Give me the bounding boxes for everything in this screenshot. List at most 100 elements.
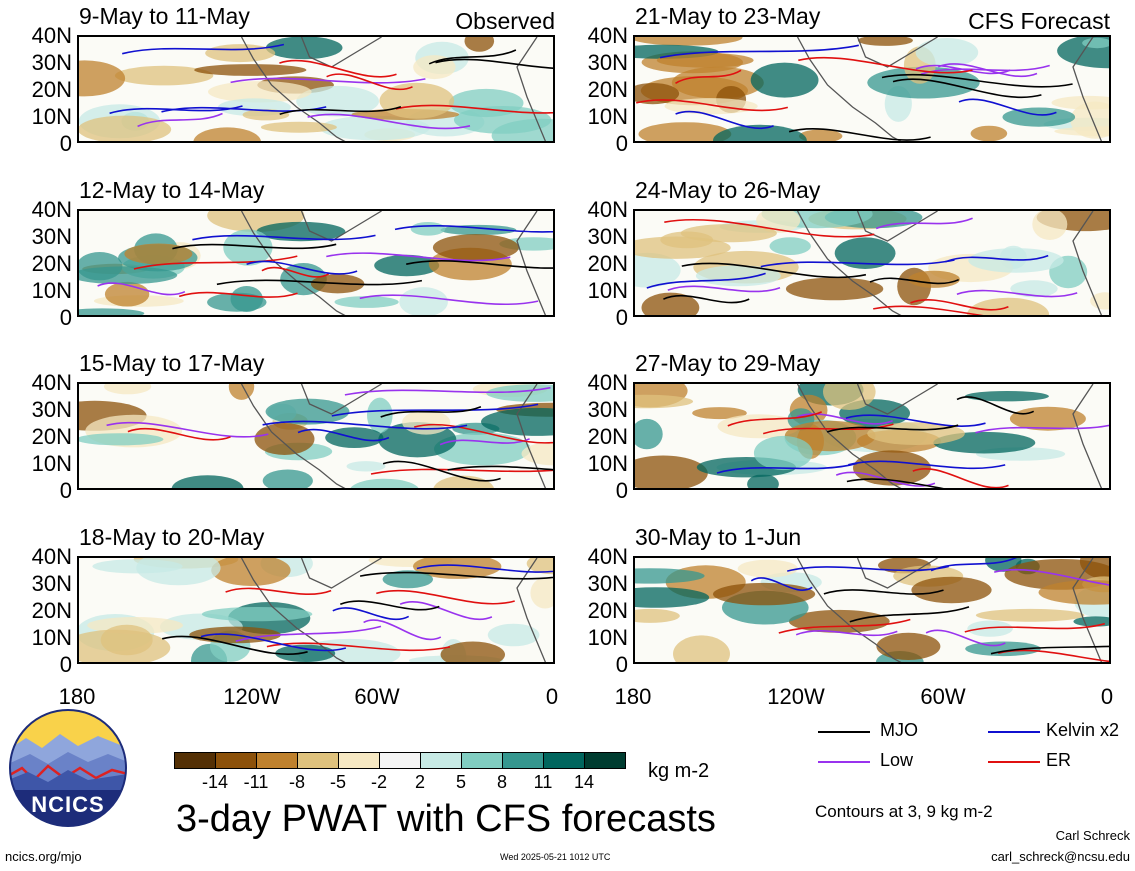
colorbar-swatch (543, 752, 585, 769)
lat-tick-label: 30N (31, 571, 72, 596)
lat-tick-label: 0 (615, 131, 628, 156)
legend-er-line (988, 761, 1040, 763)
lat-tick-label: 0 (59, 305, 72, 330)
lat-tick-label: 10N (587, 451, 628, 476)
panel-title: 24-May to 26-May (635, 177, 821, 203)
lon-tick-left-60w: 60W (354, 684, 400, 709)
lat-tick-label: 30N (587, 224, 628, 249)
colorbar-tick-label: -11 (243, 772, 269, 792)
lat-tick-label: 40N (587, 544, 628, 569)
pwat-map-panel (77, 35, 555, 143)
lat-tick-label: 30N (31, 397, 72, 422)
colorbar-swatch (215, 752, 257, 769)
lat-tick-label: 30N (587, 50, 628, 75)
forecast-label: CFS Forecast (968, 8, 1110, 34)
colorbar-swatch (420, 752, 462, 769)
lat-tick-label: 40N (31, 23, 72, 48)
lon-tick-right-60w: 60W (920, 684, 966, 709)
lat-tick-label: 10N (31, 625, 72, 650)
panel-title: 27-May to 29-May (635, 350, 821, 376)
colorbar-tick-label: 5 (455, 772, 466, 792)
panel-title: 21-May to 23-May (635, 3, 821, 29)
lon-tick-left-180: 180 (58, 684, 96, 709)
lat-tick-label: 0 (59, 478, 72, 503)
pwat-map-panel (77, 556, 555, 664)
legend-mjo-line (818, 731, 870, 733)
lat-tick-label: 40N (31, 197, 72, 222)
pwat-map-panel (633, 209, 1111, 317)
legend-kelvin-label: Kelvin x2 (1046, 720, 1120, 740)
lon-tick-left-120w: 120W (223, 684, 281, 709)
lon-tick-left-0: 0 (545, 684, 559, 709)
lon-tick-right-180: 180 (614, 684, 652, 709)
lat-tick-label: 10N (587, 104, 628, 129)
footer-email[interactable]: carl_schreck@ncsu.edu (991, 849, 1130, 864)
lon-tick-right-0: 0 (1100, 684, 1114, 709)
lat-tick-label: 40N (587, 370, 628, 395)
lat-tick-label: 0 (615, 305, 628, 330)
lat-tick-label: 0 (615, 478, 628, 503)
lat-tick-label: 0 (59, 652, 72, 677)
lat-tick-label: 0 (59, 131, 72, 156)
pwat-map-panel (633, 556, 1111, 664)
colorbar-swatch (297, 752, 339, 769)
lat-tick-label: 30N (587, 397, 628, 422)
lat-tick-label: 20N (587, 77, 628, 102)
lat-tick-label: 40N (31, 370, 72, 395)
legend-kelvin-line (988, 731, 1040, 733)
pwat-map-panel (77, 209, 555, 317)
lat-tick-label: 10N (587, 625, 628, 650)
lat-tick-label: 20N (31, 77, 72, 102)
panel-title: 9-May to 11-May (79, 3, 250, 29)
panel-title: 30-May to 1-Jun (635, 524, 802, 550)
lat-tick-label: 10N (587, 278, 628, 303)
lat-tick-label: 40N (587, 197, 628, 222)
panel-title: 15-May to 17-May (79, 350, 265, 376)
colorbar-swatch (379, 752, 421, 769)
lat-tick-label: 20N (587, 598, 628, 623)
lat-tick-label: 40N (587, 23, 628, 48)
lat-tick-label: 30N (587, 571, 628, 596)
colorbar-tick-label: 11 (533, 772, 553, 792)
lat-tick-label: 10N (31, 104, 72, 129)
colorbar-tick-label: 2 (414, 772, 425, 792)
colorbar-tick-label: -8 (288, 772, 305, 792)
colorbar-swatch (584, 752, 626, 769)
lat-tick-label: 20N (587, 424, 628, 449)
lon-tick-right-120w: 120W (767, 684, 825, 709)
legend-low-line (818, 761, 870, 763)
colorbar-tick-label: -14 (201, 772, 228, 792)
colorbar-swatch (461, 752, 503, 769)
pwat-map-panel (633, 35, 1111, 143)
main-title: 3-day PWAT with CFS forecasts (176, 798, 716, 840)
footer-url[interactable]: ncics.org/mjo (5, 849, 82, 864)
panel-title: 12-May to 14-May (79, 177, 265, 203)
observed-label: Observed (455, 8, 555, 34)
pwat-map-panel (633, 382, 1111, 490)
footer-timestamp: Wed 2025-05-21 1012 UTC (500, 852, 611, 862)
footer-author: Carl Schreck (1055, 828, 1130, 843)
colorbar-swatch (502, 752, 544, 769)
lat-tick-label: 20N (587, 251, 628, 276)
colorbar-swatch (338, 752, 380, 769)
lat-tick-label: 30N (31, 224, 72, 249)
legend-er-label: ER (1046, 750, 1072, 770)
lat-tick-label: 40N (31, 544, 72, 569)
legend-low-label: Low (880, 750, 914, 770)
lat-tick-label: 10N (31, 278, 72, 303)
colorbar-tick-label: 14 (573, 772, 595, 792)
lat-tick-label: 20N (31, 251, 72, 276)
ncics-logo: NCICS (8, 708, 128, 828)
lat-tick-label: 20N (31, 424, 72, 449)
lat-tick-label: 20N (31, 598, 72, 623)
colorbar-tick-label: -2 (370, 772, 387, 792)
panel-title: 18-May to 20-May (79, 524, 265, 550)
colorbar-units: kg m-2 (648, 760, 710, 782)
colorbar-swatch (174, 752, 216, 769)
contours-note: Contours at 3, 9 kg m-2 (815, 802, 993, 821)
lat-tick-label: 10N (31, 451, 72, 476)
lat-tick-label: 0 (615, 652, 628, 677)
logo-text: NCICS (31, 792, 105, 817)
colorbar-swatch (256, 752, 298, 769)
colorbar-tick-label: -5 (329, 772, 346, 792)
